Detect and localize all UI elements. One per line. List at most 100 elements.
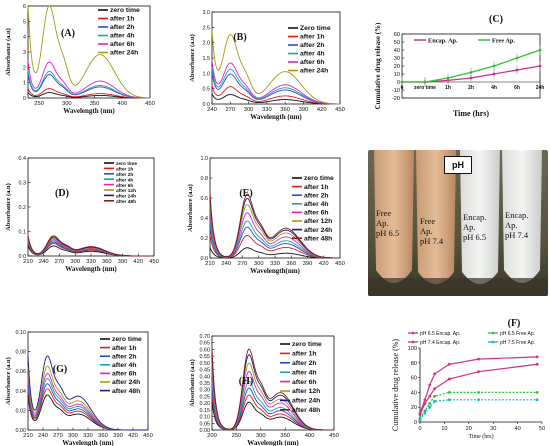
y-tick-label: 0.20 bbox=[200, 401, 211, 407]
y-tick-label: 60 bbox=[411, 376, 417, 382]
data-point bbox=[477, 398, 480, 402]
y-tick-label: 0.6 bbox=[201, 196, 209, 202]
x-tick-label: 420 bbox=[133, 259, 143, 265]
legend-label: after 2h bbox=[116, 172, 133, 178]
x-tick-label: 450 bbox=[329, 433, 339, 439]
x-axis-label: Time (hrs) bbox=[453, 109, 489, 118]
y-tick-label: 0.8 bbox=[201, 176, 209, 182]
legend-label: after 4h bbox=[292, 369, 317, 376]
data-point bbox=[433, 399, 437, 403]
y-tick-label: 0.25 bbox=[200, 394, 211, 400]
legend-label: after 48h bbox=[304, 235, 332, 242]
x-tick-label: 300 bbox=[244, 107, 254, 113]
panel-title: (E) bbox=[239, 188, 252, 199]
x-tick-label: 420 bbox=[128, 433, 138, 439]
x-tick-label: 360 bbox=[280, 107, 290, 113]
legend-label: after 48h bbox=[292, 407, 320, 414]
x-tick-label: 2h bbox=[468, 85, 474, 91]
x-tick-label: 250 bbox=[232, 433, 242, 439]
panel-a: 250 300 350 400 450 0 1 2 3 4 5 6 Wavelength (nm) Abs… bbox=[5, 4, 155, 115]
x-tick-label: 250 bbox=[34, 101, 44, 107]
legend-label: Free Ap. bbox=[492, 37, 515, 44]
x-axis-label: Wavelength (nm) bbox=[250, 113, 302, 121]
y-tick-label: 0.3 bbox=[19, 181, 27, 187]
y-tick-label: 0.35 bbox=[200, 381, 211, 387]
x-tick-label: 6h bbox=[514, 85, 520, 91]
x-tick-label: 30 bbox=[490, 426, 496, 432]
x-tick-label: 330 bbox=[270, 261, 280, 267]
x-tick-label: 330 bbox=[262, 107, 272, 113]
y-tick-label: 50 bbox=[394, 40, 400, 46]
legend-label: after 1h bbox=[116, 167, 133, 173]
y-tick-label: 5 bbox=[23, 19, 26, 25]
legend-label: after 4h bbox=[300, 51, 325, 58]
y-tick-label: 100 bbox=[408, 346, 417, 352]
y-tick-label: 0.0 bbox=[201, 256, 209, 262]
y-tick-label: 0.0 bbox=[19, 254, 27, 260]
series-line-2 bbox=[27, 88, 150, 99]
x-axis-label: Time (hrs) bbox=[468, 433, 493, 440]
y-tick-label: 30 bbox=[394, 56, 400, 62]
series-line-2 bbox=[419, 356, 538, 414]
legend-label: after 1h bbox=[292, 351, 317, 358]
y-tick-label: 20 bbox=[394, 64, 400, 70]
y-tick-label: 3.0 bbox=[203, 10, 211, 16]
legend-label: after 2h bbox=[300, 42, 325, 49]
data-point bbox=[492, 64, 496, 68]
x-tick-label: 450 bbox=[335, 261, 345, 267]
data-point bbox=[538, 48, 542, 52]
x-axis-label: Wavelength (nm) bbox=[62, 439, 114, 446]
x-tick-label: 1h bbox=[445, 85, 451, 91]
x-tick-label: 210 bbox=[23, 259, 33, 265]
x-tick-label: 4h bbox=[491, 85, 497, 91]
y-tick-label: 0.10 bbox=[16, 330, 27, 336]
legend-label: after 48h bbox=[116, 199, 136, 205]
legend-label: after 12h bbox=[292, 388, 320, 395]
panel-title: (D) bbox=[55, 188, 69, 199]
x-tick-label: 330 bbox=[86, 259, 96, 265]
x-tick-label: 390 bbox=[299, 107, 309, 113]
data-point bbox=[535, 391, 539, 394]
legend-label: after 1h bbox=[300, 34, 325, 41]
y-tick-label: 60 bbox=[394, 32, 400, 38]
y-tick-label: 0.08 bbox=[16, 350, 27, 356]
data-point bbox=[447, 391, 451, 394]
y-tick-label: 1.0 bbox=[201, 156, 209, 162]
series-line-8 bbox=[211, 348, 335, 431]
x-tick-label: 390 bbox=[118, 259, 128, 265]
legend-label: after 4h bbox=[304, 201, 329, 208]
data-point bbox=[538, 64, 542, 68]
y-tick-label: 0.2 bbox=[19, 205, 27, 211]
x-tick-label: 200 bbox=[207, 433, 217, 439]
x-tick-label: 240 bbox=[221, 261, 231, 267]
y-tick-label: 0.0 bbox=[203, 102, 211, 108]
data-point bbox=[433, 394, 437, 398]
legend-label: after 24h bbox=[112, 379, 140, 386]
x-tick-label: 0 bbox=[418, 426, 421, 432]
y-tick-label: 0.4 bbox=[201, 216, 209, 222]
y-tick-label: 6 bbox=[23, 4, 26, 10]
y-tick-label: -10 bbox=[392, 88, 400, 94]
x-tick-label: 270 bbox=[55, 259, 65, 265]
data-point bbox=[423, 409, 427, 413]
y-tick-label: 40 bbox=[411, 390, 417, 396]
x-tick-label: 40 bbox=[514, 426, 520, 432]
x-tick-label: 400 bbox=[117, 101, 127, 107]
x-tick-label: 300 bbox=[62, 101, 72, 107]
y-tick-label: 1.5 bbox=[203, 56, 211, 62]
y-axis-label: Absorbance (a.u) bbox=[189, 34, 196, 82]
x-tick-label: 10 bbox=[441, 426, 447, 432]
x-tick-label: 420 bbox=[319, 261, 329, 267]
panel-h: 200 250 300 350 400 4500.000.050.100.150.200.… bbox=[189, 334, 339, 446]
legend-label: after 48h bbox=[112, 388, 140, 395]
data-point bbox=[428, 394, 432, 398]
legend-label: after 2h bbox=[110, 24, 135, 31]
y-tick-label: 80 bbox=[411, 361, 417, 367]
series-line-5 bbox=[211, 60, 341, 105]
y-tick-label: 0.30 bbox=[200, 388, 211, 394]
x-tick-label: 450 bbox=[145, 101, 155, 107]
y-tick-label: 0.05 bbox=[200, 421, 211, 427]
data-point bbox=[469, 71, 473, 74]
panel-title: (A) bbox=[61, 28, 75, 39]
